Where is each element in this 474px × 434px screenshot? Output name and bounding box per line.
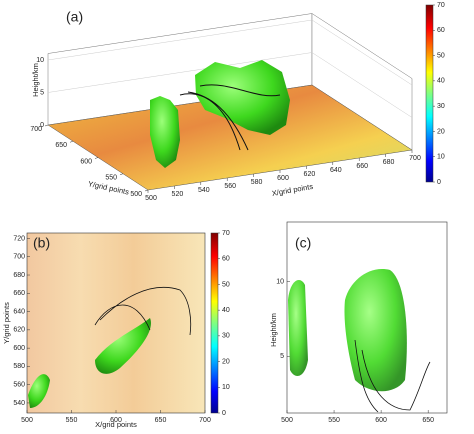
y-tick bbox=[144, 189, 149, 192]
panel-label: (c) bbox=[295, 235, 311, 251]
z-axis-label: Height/km bbox=[31, 63, 40, 97]
y-tick-label: 540 bbox=[13, 400, 25, 407]
x-tick-label: 650 bbox=[422, 417, 434, 424]
x-tick-label: 550 bbox=[328, 417, 340, 424]
y-tick-label: 560 bbox=[13, 382, 25, 389]
y-tick-label: 10 bbox=[276, 279, 284, 286]
colorbar-tick-label: 40 bbox=[437, 78, 445, 85]
storm-cells-a bbox=[150, 60, 290, 168]
x-tick-label: 540 bbox=[198, 187, 210, 194]
y-tick-label: 550 bbox=[105, 175, 117, 182]
x-tick-label: 600 bbox=[110, 417, 122, 424]
y-tick bbox=[94, 157, 99, 159]
isosurface bbox=[95, 318, 151, 374]
x-tick-label: 560 bbox=[224, 183, 236, 190]
colorbar-tick-label: 10 bbox=[437, 154, 445, 161]
z-tick-label: 5 bbox=[40, 89, 44, 96]
x-tick-label: 520 bbox=[172, 191, 184, 198]
colorbar-tick-label: 10 bbox=[222, 384, 230, 391]
z-tick-label: 10 bbox=[36, 57, 44, 64]
x-tick-label: 600 bbox=[375, 417, 387, 424]
y-tick bbox=[119, 173, 124, 175]
x-tick-label: 700 bbox=[409, 155, 421, 162]
y-tick-label: 500 bbox=[130, 191, 142, 198]
colorbar-tick-label: 60 bbox=[222, 256, 230, 263]
trajectory bbox=[94, 286, 192, 336]
colorbar-tick-label: 40 bbox=[222, 307, 230, 314]
storm-cells-b bbox=[28, 286, 192, 408]
x-tick-label: 550 bbox=[66, 417, 78, 424]
x-axis-label: X/grid points bbox=[271, 182, 314, 198]
y-tick bbox=[44, 124, 49, 127]
colorbar-tick-label: 30 bbox=[222, 333, 230, 340]
x-tick-label: 600 bbox=[277, 175, 289, 182]
storm-cells-c bbox=[288, 269, 431, 413]
isosurface bbox=[288, 280, 308, 376]
x-tick-label: 650 bbox=[155, 417, 167, 424]
x-tick-label: 580 bbox=[251, 179, 263, 186]
y-tick-label: 640 bbox=[13, 308, 25, 315]
y-tick-label: 620 bbox=[13, 327, 25, 334]
y-tick-label: 650 bbox=[55, 142, 67, 149]
x-tick-label: 500 bbox=[281, 417, 293, 424]
colorbar-tick-label: 20 bbox=[222, 358, 230, 365]
y-tick-label: 580 bbox=[13, 363, 25, 370]
trajectory bbox=[179, 84, 281, 151]
x-tick-label: 500 bbox=[21, 417, 33, 424]
panel-label: (b) bbox=[33, 235, 50, 251]
isosurface bbox=[150, 96, 180, 168]
x-tick-label: 680 bbox=[383, 159, 395, 166]
colorbar-tick-label: 50 bbox=[222, 281, 230, 288]
isosurface bbox=[28, 374, 50, 408]
isosurface bbox=[195, 60, 290, 135]
colorbar-tick-label: 30 bbox=[437, 103, 445, 110]
colorbar-tick-label: 0 bbox=[437, 179, 441, 186]
x-tick-label: 500 bbox=[145, 195, 157, 202]
y-axis-label: Height/km bbox=[269, 313, 278, 347]
colorbar-tick-label: 50 bbox=[437, 52, 445, 59]
grid-line bbox=[47, 19, 413, 86]
x-axis-label: X/grid points bbox=[95, 420, 137, 429]
colorbar bbox=[210, 232, 219, 414]
y-tick-label: 700 bbox=[13, 254, 25, 261]
x-tick-label: 620 bbox=[304, 171, 316, 178]
y-tick-label: 700 bbox=[30, 126, 42, 133]
y-tick-label: 660 bbox=[13, 290, 25, 297]
y-tick-label: 600 bbox=[80, 158, 92, 165]
x-tick-label: 660 bbox=[356, 163, 368, 170]
y-tick-label: 5 bbox=[280, 353, 284, 360]
z-tick-label: 0 bbox=[40, 122, 44, 129]
panel-a: 0510500520540560580600620640660680700500… bbox=[30, 2, 445, 202]
panel-label: (a) bbox=[66, 9, 83, 25]
isosurface bbox=[344, 269, 407, 392]
y-axis-label: Y/grid points bbox=[87, 179, 130, 197]
colorbar-tick-label: 70 bbox=[222, 230, 230, 237]
colorbar-tick-label: 70 bbox=[437, 2, 445, 9]
trajectory bbox=[354, 339, 431, 413]
ground-field bbox=[26, 232, 206, 414]
colorbar bbox=[425, 4, 434, 183]
y-tick-label: 720 bbox=[13, 235, 25, 242]
ground-field bbox=[47, 84, 413, 191]
y-tick bbox=[69, 141, 74, 143]
x-tick-label: 700 bbox=[199, 417, 211, 424]
panel-b: 500 550 600 650 7005405605806006206406606807… bbox=[2, 230, 230, 429]
grid-line bbox=[47, 52, 413, 118]
y-tick-label: 680 bbox=[13, 272, 25, 279]
colorbar-tick-label: 60 bbox=[437, 27, 445, 34]
colorbar-tick-label: 0 bbox=[222, 410, 226, 417]
x-tick-label: 640 bbox=[330, 167, 342, 174]
colorbar-tick-label: 20 bbox=[437, 128, 445, 135]
y-tick-label: 600 bbox=[13, 345, 25, 352]
y-axis-label: Y/grid points bbox=[2, 302, 11, 344]
